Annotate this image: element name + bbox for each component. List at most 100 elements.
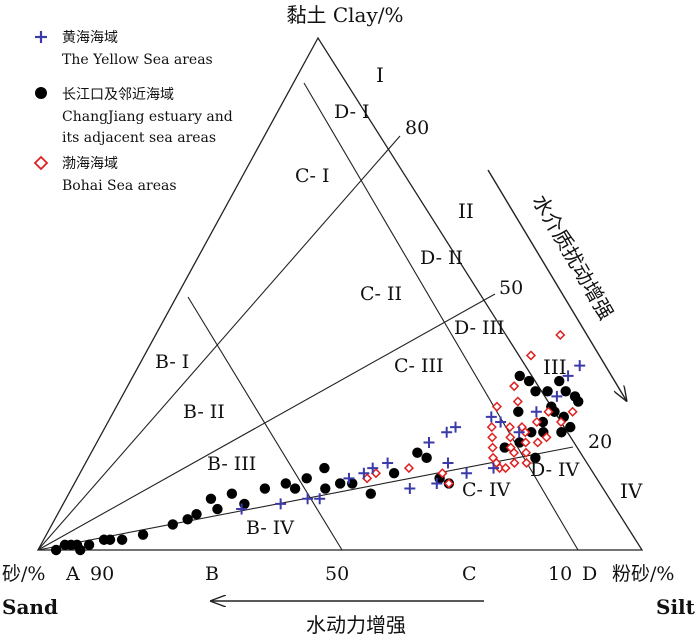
changjiang-point	[182, 514, 192, 524]
bohai-point	[488, 433, 496, 441]
region-d-iii: D- III	[454, 317, 505, 339]
bohai-point	[488, 423, 496, 431]
yellow-sea-point	[424, 437, 435, 448]
changjiang-point	[105, 535, 115, 545]
changjiang-point	[570, 391, 580, 401]
changjiang-point	[530, 453, 540, 463]
ternary-chart: 黏土 Clay/% 砂/% Sand 粉砂/% Silt A 90 B 50 C…	[0, 0, 700, 640]
changjiang-point	[556, 427, 566, 437]
region-c-i: C- I	[295, 165, 330, 187]
yellow-sea-point	[486, 411, 497, 422]
legend-yellow-sea-cn: 黄海海域	[62, 29, 118, 46]
changjiang-point	[561, 386, 571, 396]
edge-tick-20: 20	[588, 431, 612, 453]
region-d-ii: D- II	[420, 247, 463, 269]
right-arrow-label: 水介质扰动增强	[528, 191, 619, 324]
legend-item-yellow-sea: 黄海海域 The Yellow Sea areas	[35, 29, 213, 68]
zone-col-ii: II	[458, 199, 474, 223]
bohai-point	[534, 438, 542, 446]
division-line-ray-50	[38, 294, 495, 550]
bohai-point	[514, 398, 522, 406]
plus-marker-icon	[35, 31, 47, 43]
changjiang-point	[168, 519, 178, 529]
legend-changjiang-en-1: ChangJiang estuary and	[62, 109, 233, 125]
vertex-label-silt-en: Silt	[656, 595, 696, 619]
region-c-iii: C- III	[394, 355, 444, 377]
legend-yellow-sea-en: The Yellow Sea areas	[62, 52, 213, 68]
division-line-b	[188, 297, 342, 550]
base-tick-50: 50	[325, 563, 349, 585]
bottom-arrow-label: 水动力增强	[306, 613, 406, 637]
bohai-point	[510, 459, 518, 467]
bohai-point	[527, 351, 535, 359]
changjiang-point	[138, 529, 148, 539]
yellow-sea-point	[302, 493, 313, 504]
yellow-sea-point	[382, 457, 393, 468]
region-c-iv: C- IV	[462, 479, 511, 501]
yellow-sea-point	[574, 360, 585, 371]
changjiang-point	[515, 371, 525, 381]
yellow-sea-point	[461, 468, 472, 479]
bohai-point	[493, 403, 501, 411]
changjiang-point	[51, 545, 61, 555]
changjiang-point	[260, 483, 270, 493]
changjiang-point	[75, 545, 85, 555]
yellow-sea-point	[531, 406, 542, 417]
changjiang-point	[320, 483, 330, 493]
changjiang-point	[117, 535, 127, 545]
changjiang-point	[554, 376, 564, 386]
region-b-ii: B- II	[183, 401, 225, 423]
changjiang-point	[302, 473, 312, 483]
legend-bohai-cn: 渤海海域	[62, 156, 118, 172]
base-tick-b: B	[205, 563, 219, 585]
vertex-label-sand-en: Sand	[2, 595, 58, 619]
changjiang-point	[335, 478, 345, 488]
vertex-label-clay: 黏土 Clay/%	[286, 3, 403, 27]
yellow-sea-point	[495, 417, 506, 428]
region-d-i: D- I	[334, 101, 370, 123]
base-tick-90: 90	[90, 563, 114, 585]
vertex-label-silt-cn: 粉砂/%	[612, 563, 674, 585]
changjiang-point	[206, 494, 216, 504]
region-c-ii: C- II	[360, 283, 402, 305]
bohai-point	[556, 331, 564, 339]
changjiang-point	[412, 448, 422, 458]
changjiang-point	[319, 463, 329, 473]
dot-marker-icon	[35, 87, 47, 99]
changjiang-point	[366, 488, 376, 498]
division-line-ray-80	[38, 136, 400, 550]
changjiang-point	[513, 407, 523, 417]
legend: 黄海海域 The Yellow Sea areas 长江口及邻近海域 Chang…	[35, 29, 233, 194]
changjiang-point	[290, 483, 300, 493]
changjiang-point	[212, 504, 222, 514]
bohai-point	[489, 444, 497, 452]
changjiang-point	[421, 453, 431, 463]
changjiang-point	[524, 376, 534, 386]
bohai-point	[502, 464, 510, 472]
bohai-point	[569, 408, 577, 416]
bohai-point	[405, 464, 413, 472]
base-tick-c: C	[462, 563, 477, 585]
changjiang-point	[84, 540, 94, 550]
changjiang-point	[530, 386, 540, 396]
legend-item-changjiang: 长江口及邻近海域 ChangJiang estuary and its adja…	[35, 87, 233, 146]
vertex-label-sand-cn: 砂/%	[2, 563, 45, 585]
yellow-sea-point	[441, 427, 452, 438]
legend-changjiang-en-2: its adjacent sea areas	[62, 130, 216, 146]
base-tick-d: D	[582, 563, 597, 585]
base-tick-10: 10	[548, 563, 572, 585]
base-ticks: A 90 B 50 C 10 D	[65, 563, 597, 585]
zone-col-iv: IV	[620, 479, 643, 503]
changjiang-point	[191, 509, 201, 519]
legend-bohai-en: Bohai Sea areas	[62, 178, 177, 194]
base-tick-a: A	[65, 563, 80, 585]
bohai-point	[510, 382, 518, 390]
legend-changjiang-cn: 长江口及邻近海域	[62, 87, 174, 103]
region-b-iii: B- III	[207, 453, 256, 475]
changjiang-point	[565, 422, 575, 432]
yellow-sea-point	[443, 457, 454, 468]
yellow-sea-point	[275, 498, 286, 509]
legend-item-bohai: 渤海海域 Bohai Sea areas	[35, 156, 177, 194]
edge-tick-80: 80	[405, 117, 429, 139]
diamond-marker-icon	[35, 157, 47, 169]
